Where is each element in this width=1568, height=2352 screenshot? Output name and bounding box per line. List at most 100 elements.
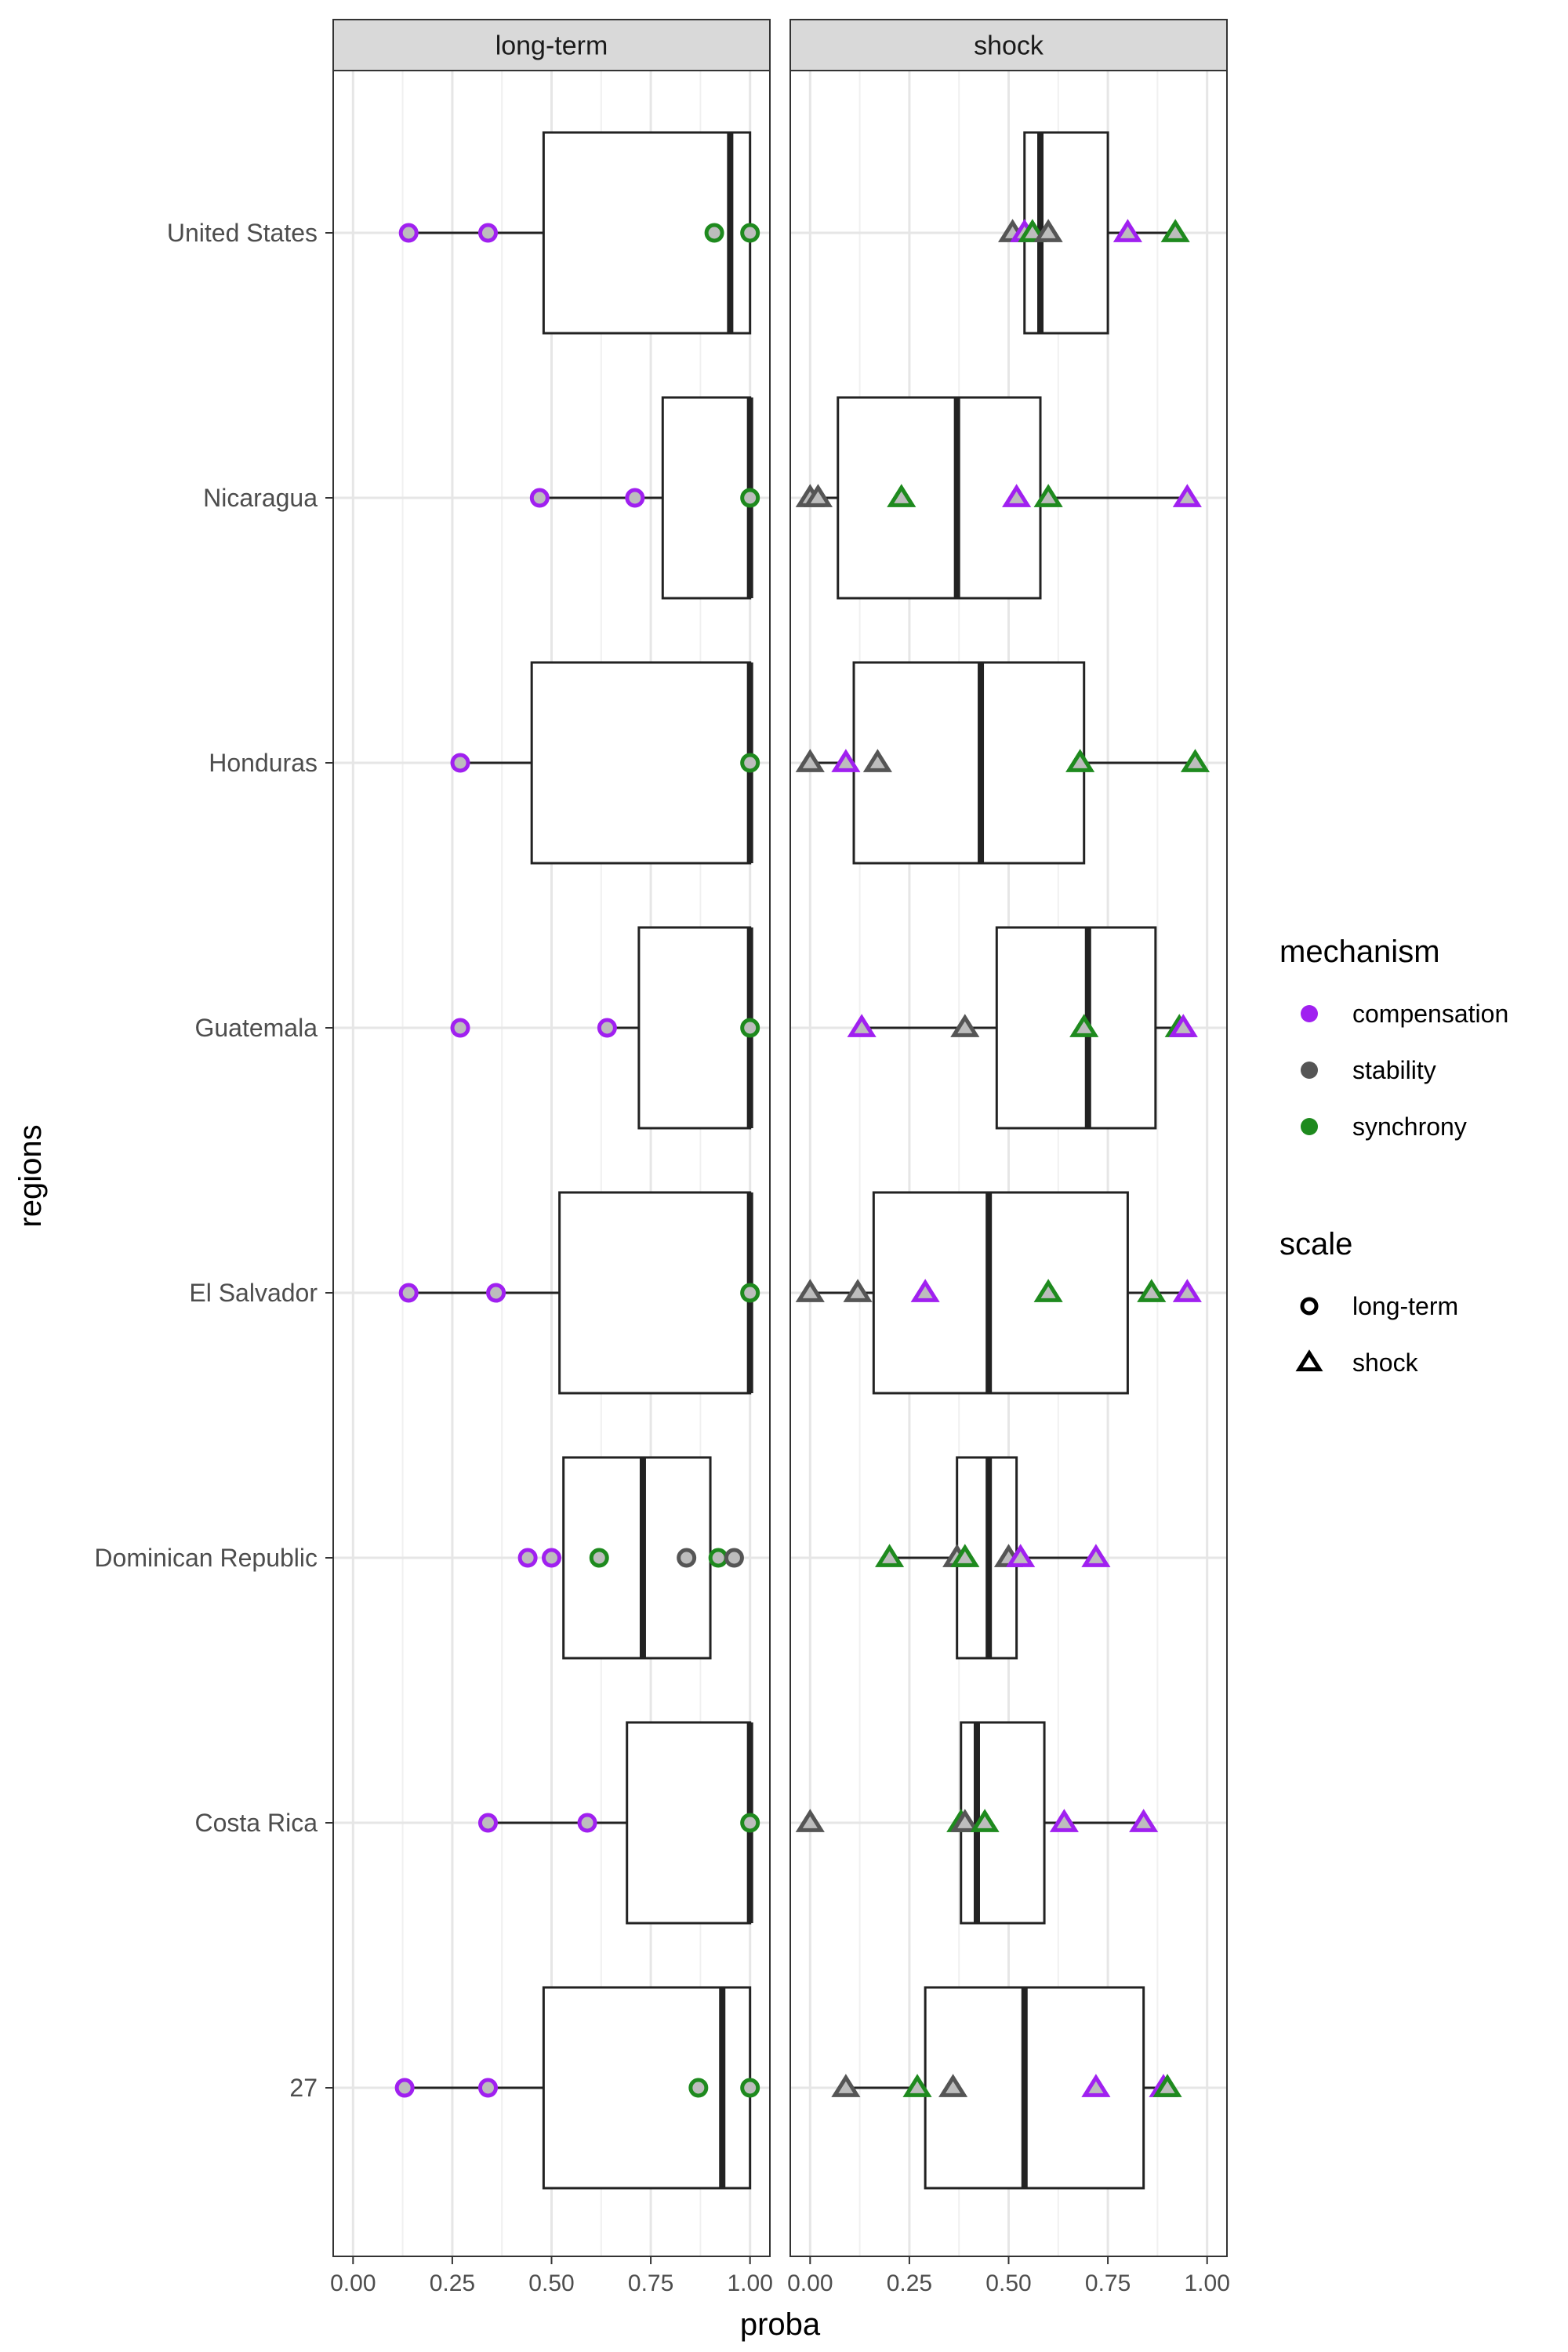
point-stability: [862, 749, 892, 772]
point-synchrony: [740, 488, 760, 508]
point-compensation: [542, 1548, 561, 1568]
facet-strip-label: shock: [974, 31, 1044, 61]
y-tick-label: Nicaragua: [203, 484, 318, 512]
x-tick-label: 0.75: [1085, 2270, 1131, 2296]
x-tick-label: 1.00: [727, 2270, 772, 2296]
point-stability: [795, 1809, 825, 1832]
facet-strip: [332, 19, 771, 71]
point-stability: [803, 484, 833, 507]
point-compensation: [910, 1279, 940, 1302]
box-costa-rica: [488, 1721, 753, 1925]
x-tick-label: 0.50: [528, 2270, 574, 2296]
box-27: [405, 1986, 752, 2190]
point-compensation: [625, 488, 645, 508]
point-stability: [950, 1014, 980, 1037]
x-tick-label: 0.00: [787, 2270, 833, 2296]
x-tick-label: 0.25: [887, 2270, 932, 2296]
point-stability: [938, 2074, 968, 2097]
point-compensation: [477, 1813, 498, 1833]
point-synchrony: [740, 1018, 760, 1038]
point-compensation: [1168, 1014, 1198, 1037]
point-compensation: [398, 1283, 419, 1303]
point-compensation: [486, 1283, 506, 1303]
x-tick-label: 0.75: [628, 2270, 673, 2296]
legend-key-shock: [1295, 1349, 1323, 1372]
point-compensation: [398, 223, 419, 243]
box-nicaragua: [810, 396, 1188, 600]
point-synchrony: [1160, 219, 1190, 242]
box-iqr: [872, 1191, 1129, 1395]
point-synchrony: [740, 753, 760, 773]
point-compensation: [477, 223, 498, 243]
point-compensation: [529, 488, 550, 508]
point-compensation: [597, 1018, 617, 1038]
point-compensation: [847, 1014, 877, 1037]
point-stability: [724, 1548, 744, 1568]
box-iqr: [637, 926, 752, 1130]
point-synchrony: [1033, 484, 1063, 507]
y-tick-label: Honduras: [209, 749, 318, 777]
legend-key-stability: [1301, 1062, 1318, 1079]
point-compensation: [517, 1548, 538, 1568]
legend-key-synchrony: [1301, 1118, 1318, 1135]
point-stability: [950, 1809, 980, 1832]
x-axis-title: proba: [740, 2307, 821, 2342]
y-tick-label: El Salvador: [189, 1279, 318, 1307]
point-synchrony: [740, 223, 760, 243]
box-el-salvador: [408, 1191, 753, 1395]
panels: long-term 0.00 0.25 0.50 0.75 1.00 shock 0.00 0.…: [330, 19, 1230, 2296]
legend-label-long-term: long-term: [1352, 1292, 1458, 1320]
box-el-salvador: [810, 1191, 1188, 1395]
legend-label-stability: stability: [1352, 1056, 1436, 1084]
y-tick-label: Costa Rica: [195, 1809, 318, 1837]
legend-label-compensation: compensation: [1352, 1000, 1508, 1028]
point-synchrony: [970, 1809, 1000, 1832]
point-compensation: [1049, 1809, 1079, 1832]
point-compensation: [831, 749, 861, 772]
facet-strip-label: long-term: [495, 31, 608, 61]
point-synchrony: [1180, 749, 1210, 772]
point-compensation: [1112, 219, 1142, 242]
y-tick-label: United States: [167, 219, 318, 247]
point-synchrony: [740, 2078, 760, 2098]
point-synchrony: [1065, 749, 1095, 772]
point-synchrony: [740, 1813, 760, 1833]
box-nicaragua: [539, 396, 753, 600]
y-tick-label: 27: [289, 2074, 318, 2102]
point-stability: [1033, 219, 1063, 242]
box-iqr: [661, 396, 752, 600]
point-compensation: [1006, 1544, 1036, 1567]
point-synchrony: [875, 1544, 905, 1567]
point-compensation: [1081, 2074, 1111, 2097]
box-iqr: [852, 661, 1086, 865]
legend-key-long-term: [1300, 1297, 1319, 1316]
point-compensation: [1172, 1279, 1202, 1302]
point-stability: [843, 1279, 873, 1302]
box-iqr: [558, 1191, 752, 1395]
legend-label-shock: shock: [1352, 1348, 1419, 1377]
x-tick-label: 0.25: [430, 2270, 475, 2296]
box-iqr: [837, 396, 1042, 600]
legend-title-mechanism: mechanism: [1279, 935, 1440, 969]
point-synchrony: [740, 1283, 760, 1303]
y-tick-label: Guatemala: [194, 1014, 318, 1042]
legend-label-synchrony: synchrony: [1352, 1112, 1467, 1141]
point-synchrony: [688, 2078, 709, 2098]
box-iqr: [626, 1721, 752, 1925]
panel-long-term: long-term 0.00 0.25 0.50 0.75 1.00: [330, 19, 773, 2296]
point-compensation: [450, 1018, 470, 1038]
y-tick-labels: United States Nicaragua Honduras Guatemala E…: [94, 219, 333, 2102]
point-synchrony: [1069, 1014, 1099, 1037]
point-synchrony: [1033, 1279, 1063, 1302]
point-synchrony: [1152, 2074, 1182, 2097]
point-synchrony: [1137, 1279, 1167, 1302]
point-synchrony: [902, 2074, 932, 2097]
panel-shock: shock 0.00 0.25 0.50 0.75 1.00: [787, 19, 1230, 2296]
legend: mechanism compensation stability synchrony s…: [1279, 935, 1508, 1377]
point-compensation: [1081, 1544, 1111, 1567]
point-synchrony: [950, 1544, 980, 1567]
x-tick-label: 0.00: [330, 2270, 376, 2296]
facet-strip: [789, 19, 1228, 71]
point-compensation: [394, 2078, 415, 2098]
point-compensation: [1002, 484, 1032, 507]
